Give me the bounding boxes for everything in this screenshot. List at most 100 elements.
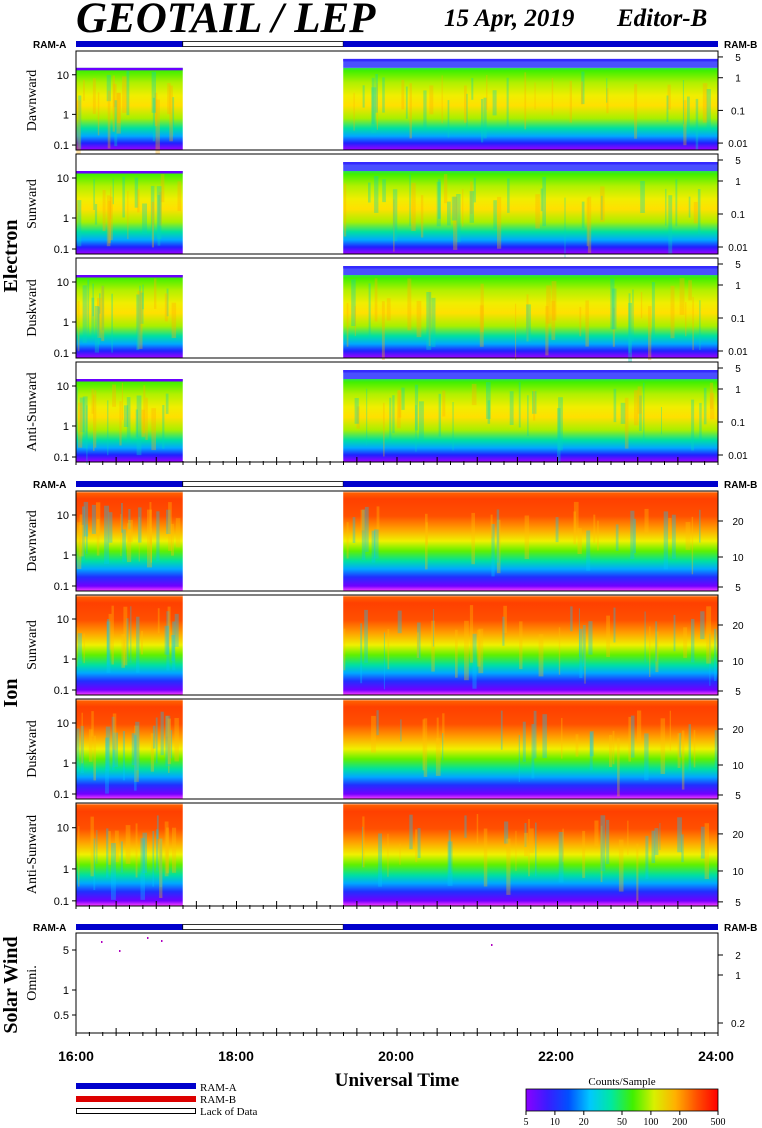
panel-frame bbox=[75, 153, 719, 255]
right-tick-label: 0.01 bbox=[728, 347, 748, 358]
right-tick-label: 1 bbox=[735, 971, 741, 982]
spectrogram-texture bbox=[154, 92, 158, 126]
right-tick-label: 5 bbox=[735, 583, 741, 594]
spectrogram-texture bbox=[392, 189, 398, 242]
spectrogram-texture bbox=[409, 83, 412, 139]
spectrogram-texture bbox=[640, 292, 643, 319]
spectrogram-texture bbox=[637, 386, 642, 414]
spectrogram-envelope bbox=[76, 171, 183, 174]
panel-label-duskward: Duskward bbox=[25, 720, 40, 778]
spectrogram-texture bbox=[167, 606, 171, 647]
spectrogram-upper-band bbox=[343, 370, 718, 379]
spectrogram-segment bbox=[343, 491, 718, 591]
spectrogram-texture bbox=[564, 197, 566, 258]
spectrogram-texture bbox=[140, 292, 144, 324]
spectrogram-texture bbox=[382, 77, 385, 113]
spectrogram-texture bbox=[157, 608, 160, 634]
spectrogram-texture bbox=[481, 99, 484, 143]
colorbar-ticks: 5 10 20 50 100 200 500 bbox=[524, 1111, 726, 1128]
right-tick-label: 20 bbox=[732, 725, 744, 736]
spectrogram-texture bbox=[106, 74, 111, 102]
spectrogram-texture bbox=[156, 511, 160, 561]
solar-wind-point bbox=[161, 940, 163, 942]
left-tick-label: 10 bbox=[57, 823, 69, 835]
spectrogram-texture bbox=[613, 607, 616, 643]
left-tick-label: 1 bbox=[63, 654, 69, 666]
spectrogram-texture bbox=[386, 298, 391, 321]
spectrogram-texture bbox=[94, 306, 99, 353]
spectrogram-texture bbox=[519, 621, 523, 670]
spectrogram-texture bbox=[620, 402, 626, 424]
spectrogram-texture bbox=[456, 194, 461, 243]
spectrogram-texture bbox=[462, 188, 464, 227]
ram-a-bar bbox=[343, 41, 718, 47]
spectrogram-texture bbox=[417, 828, 421, 858]
spectrogram-texture bbox=[661, 407, 662, 435]
spectrogram-texture bbox=[79, 514, 83, 536]
spectrogram-texture bbox=[97, 298, 99, 330]
spectrogram-texture bbox=[691, 399, 695, 451]
spectrogram-texture bbox=[120, 514, 122, 556]
spectrogram-texture bbox=[91, 388, 94, 414]
spectrogram-texture bbox=[97, 297, 102, 338]
legend-lack-label: Lack of Data bbox=[200, 1106, 258, 1118]
spectrogram-texture bbox=[77, 301, 80, 352]
spectrogram-texture bbox=[438, 393, 441, 437]
spectrogram-texture bbox=[88, 729, 93, 762]
spectrogram-texture bbox=[149, 502, 152, 545]
spectrogram-texture bbox=[677, 733, 681, 768]
spectrogram-texture bbox=[663, 511, 669, 570]
spectrogram-texture bbox=[606, 819, 610, 865]
spectrogram-texture bbox=[411, 182, 416, 231]
right-tick-label: 0.01 bbox=[728, 451, 748, 462]
plot-date: 15 Apr, 2019 bbox=[444, 5, 575, 32]
spectrogram-texture bbox=[78, 826, 80, 887]
spectrogram-texture bbox=[154, 278, 157, 309]
spectrogram-texture bbox=[471, 383, 477, 406]
spectrogram-texture bbox=[486, 75, 488, 110]
spectrogram-texture bbox=[531, 724, 535, 779]
spectrogram-texture bbox=[152, 831, 155, 887]
spectrogram-texture bbox=[168, 502, 172, 551]
right-tick-label: 20 bbox=[732, 621, 744, 632]
left-tick-label: 10 bbox=[57, 70, 69, 82]
spectrogram-texture bbox=[354, 398, 359, 424]
spectrogram-texture bbox=[600, 825, 603, 883]
spectrogram-texture bbox=[171, 523, 174, 556]
colorbar-tick-label: 10 bbox=[550, 1117, 560, 1128]
spectrogram-texture bbox=[166, 827, 170, 874]
spectrogram-texture bbox=[618, 839, 624, 892]
spectrogram-texture bbox=[699, 300, 701, 350]
spectrogram-texture bbox=[130, 606, 132, 663]
spectrogram-texture bbox=[171, 302, 177, 338]
spectrogram-texture bbox=[142, 203, 147, 235]
spectrogram-texture bbox=[177, 181, 181, 211]
spectrogram-texture bbox=[112, 713, 117, 750]
right-tick-label: 0.1 bbox=[731, 418, 745, 429]
spectrogram-texture bbox=[105, 726, 111, 771]
spectrogram-texture bbox=[127, 190, 129, 240]
right-tick-label: 0.01 bbox=[728, 139, 748, 150]
spectrogram-texture bbox=[106, 621, 111, 673]
spectrogram-texture bbox=[353, 92, 355, 131]
right-tick-label: 10 bbox=[732, 761, 744, 772]
panel-frame bbox=[75, 698, 719, 800]
spectrogram-texture bbox=[562, 828, 564, 862]
spectrogram-texture bbox=[165, 715, 171, 767]
spectrogram-texture bbox=[137, 290, 143, 349]
right-tick-label: 10 bbox=[732, 553, 744, 564]
spectrogram-texture bbox=[121, 503, 123, 533]
spectrogram-texture bbox=[97, 92, 100, 136]
spectrogram-texture bbox=[141, 409, 145, 437]
spectrogram-texture bbox=[145, 397, 148, 440]
spectrogram-texture bbox=[435, 738, 441, 776]
spectrogram-texture bbox=[518, 382, 521, 428]
spectrogram-segment bbox=[76, 595, 183, 695]
colorbar-tick-label: 500 bbox=[711, 1117, 726, 1128]
spectrogram-texture bbox=[425, 522, 428, 545]
spectrogram-texture bbox=[407, 278, 412, 331]
spectrogram-upper-band bbox=[343, 58, 718, 68]
spectrogram-texture bbox=[600, 815, 606, 872]
spectrogram-texture bbox=[120, 841, 123, 873]
spectrogram-texture bbox=[644, 733, 649, 781]
